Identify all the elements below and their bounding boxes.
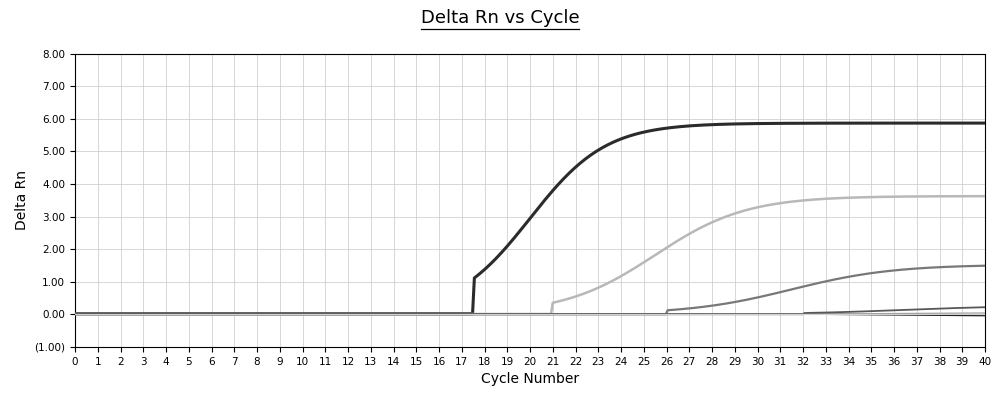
- X-axis label: Cycle Number: Cycle Number: [481, 372, 579, 386]
- Y-axis label: Delta Rn: Delta Rn: [15, 170, 29, 230]
- Text: Delta Rn vs Cycle: Delta Rn vs Cycle: [421, 9, 579, 27]
